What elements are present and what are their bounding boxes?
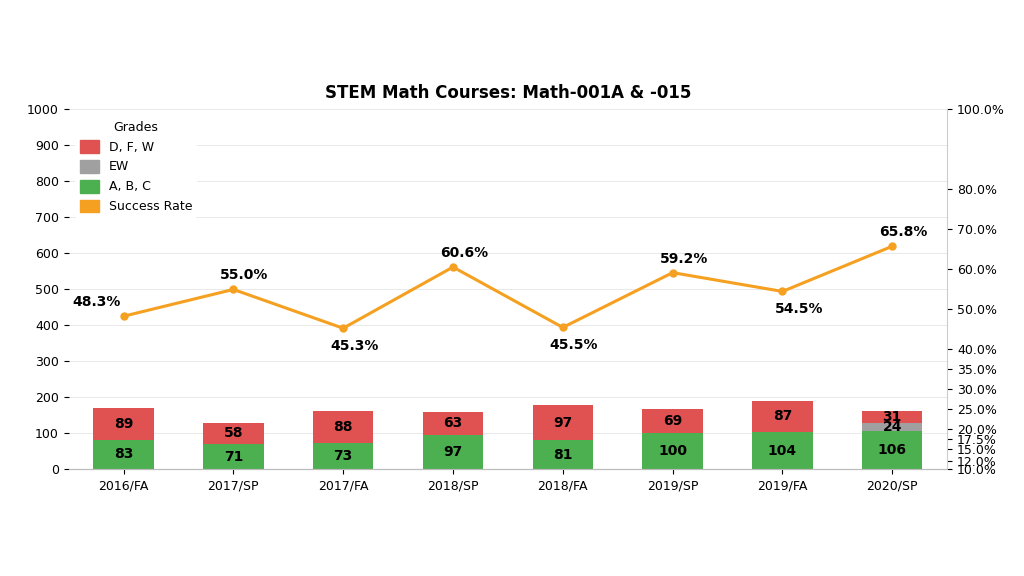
Bar: [862, 431, 923, 469]
Text: 104: 104: [768, 444, 797, 458]
Text: 73: 73: [334, 449, 353, 463]
Text: Once you: Once you: [945, 526, 1009, 540]
Bar: [313, 443, 374, 469]
Text: 31: 31: [883, 410, 902, 424]
Title: STEM Math Courses: Math-001A & -015: STEM Math Courses: Math-001A & -015: [325, 84, 691, 103]
Bar: [532, 406, 593, 440]
Bar: [642, 408, 702, 433]
Text: go here,: go here,: [873, 524, 1009, 542]
Text: 106: 106: [878, 444, 907, 457]
Text: District Course Success Rates and Enrollment – Math: District Course Success Rates and Enroll…: [23, 24, 931, 54]
Text: 100: 100: [658, 445, 687, 458]
Bar: [93, 439, 154, 469]
Bar: [532, 440, 593, 469]
Text: 97: 97: [553, 416, 572, 430]
Text: 69: 69: [663, 414, 682, 428]
Bar: [203, 423, 263, 444]
Text: WEST HILLS: WEST HILLS: [189, 526, 301, 544]
Text: 45.5%: 45.5%: [550, 339, 598, 353]
Text: 24: 24: [883, 420, 902, 434]
Bar: [862, 411, 923, 423]
Text: 48.3%: 48.3%: [72, 295, 120, 309]
Text: 97: 97: [443, 445, 463, 459]
Text: 81: 81: [553, 448, 572, 462]
Bar: [753, 432, 813, 469]
Text: 88: 88: [334, 420, 353, 434]
Bar: [423, 412, 483, 434]
Text: 71: 71: [223, 450, 243, 464]
Text: go anywhere: go anywhere: [836, 548, 1009, 566]
Bar: [203, 444, 263, 469]
Text: 65.8%: 65.8%: [879, 225, 928, 239]
Bar: [313, 411, 374, 443]
Text: 87: 87: [773, 410, 793, 423]
Bar: [862, 423, 923, 431]
Text: you can: you can: [955, 551, 1009, 564]
Bar: [642, 433, 702, 469]
Bar: [93, 408, 154, 439]
Text: 60.6%: 60.6%: [440, 246, 488, 260]
Text: 59.2%: 59.2%: [659, 252, 708, 266]
Text: 58: 58: [223, 426, 243, 441]
Text: 55.0%: 55.0%: [220, 268, 268, 282]
Text: 89: 89: [114, 416, 133, 430]
Text: COMMUNITY COLLEGE DISTRICT: COMMUNITY COLLEGE DISTRICT: [189, 553, 311, 562]
Bar: [423, 434, 483, 469]
Text: 63: 63: [443, 416, 463, 430]
Text: 54.5%: 54.5%: [775, 302, 823, 316]
Bar: [753, 401, 813, 432]
Legend: D, F, W, EW, A, B, C, Success Rate: D, F, W, EW, A, B, C, Success Rate: [75, 116, 197, 218]
Text: 45.3%: 45.3%: [330, 339, 378, 353]
Text: 83: 83: [114, 448, 133, 461]
